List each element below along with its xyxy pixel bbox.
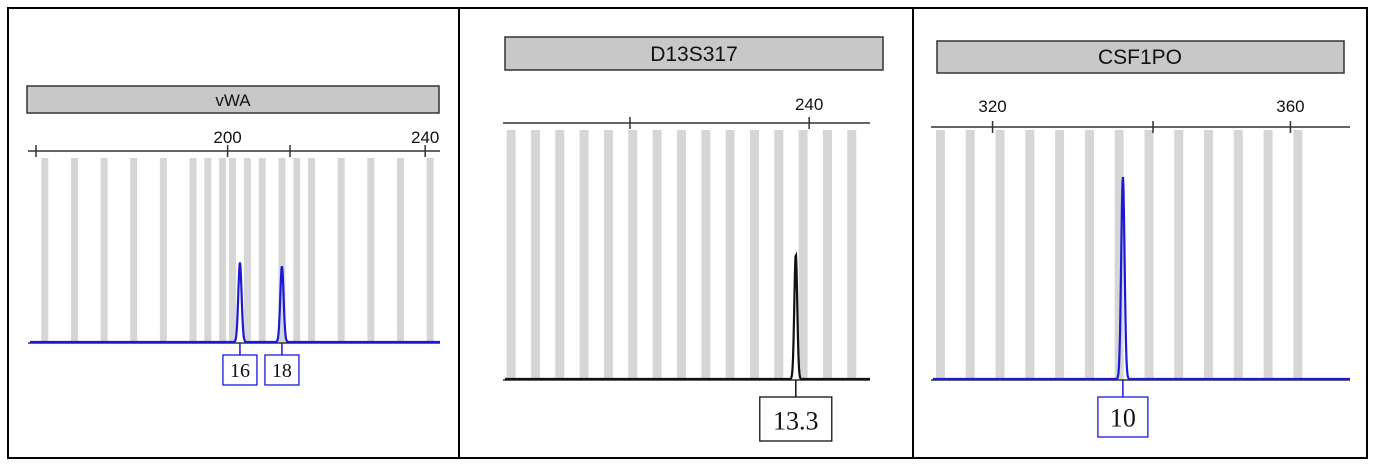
locus-header-box	[26, 85, 440, 114]
allele-bin	[1025, 130, 1035, 380]
locus-header-box	[936, 40, 1345, 74]
x-tick-label: 240	[795, 95, 823, 114]
allele-bin	[1114, 130, 1124, 380]
x-tick-label: 240	[411, 128, 439, 147]
allele-call-box	[264, 354, 300, 386]
allele-bin	[293, 158, 301, 343]
allele-bin	[965, 130, 975, 380]
allele-call-label: 10	[1110, 404, 1136, 433]
allele-bin	[774, 130, 784, 380]
allele-bin	[725, 130, 735, 380]
locus-header-label: vWA	[215, 91, 251, 110]
allele-bin	[337, 158, 345, 343]
allele-bin	[1293, 130, 1303, 380]
locus-header-box	[504, 36, 884, 71]
allele-bins	[41, 158, 434, 343]
allele-bin	[628, 130, 638, 380]
allele-bins	[935, 130, 1303, 380]
signal-trace	[505, 251, 870, 381]
allele-call-label: 16	[230, 360, 250, 382]
allele-bin	[367, 158, 375, 343]
allele-bin	[652, 130, 662, 380]
allele-bin	[396, 158, 404, 343]
signal-trace	[30, 262, 440, 344]
allele-call-label: 18	[272, 360, 292, 382]
allele-bin	[1144, 130, 1154, 380]
allele-call-label: 13.3	[773, 407, 819, 436]
x-tick-label: 360	[1276, 97, 1304, 116]
allele-bin	[1174, 130, 1184, 380]
allele-bin	[847, 130, 857, 380]
allele-bin	[41, 158, 49, 343]
allele-bin	[1204, 130, 1214, 380]
allele-bin	[204, 158, 212, 343]
allele-bin	[426, 158, 434, 343]
allele-call-box	[222, 354, 258, 386]
allele-bin	[278, 158, 286, 343]
allele-bin	[243, 158, 251, 343]
signal-trace	[933, 176, 1350, 381]
allele-bin	[159, 158, 167, 343]
allele-bin	[701, 130, 711, 380]
allele-bin	[555, 130, 565, 380]
allele-bin	[995, 130, 1005, 380]
allele-bin	[1055, 130, 1065, 380]
allele-bin	[70, 158, 78, 343]
locus-header-label: CSF1PO	[1098, 46, 1182, 69]
locus-header-label: D13S317	[650, 43, 738, 66]
allele-bins	[506, 130, 857, 380]
allele-bin	[530, 130, 540, 380]
allele-bin	[798, 130, 808, 380]
allele-bin	[506, 130, 516, 380]
allele-bin	[130, 158, 138, 343]
panel-d13s317: D13S317 240 13.3	[503, 36, 884, 442]
allele-bin	[676, 130, 686, 380]
allele-bin	[579, 130, 589, 380]
allele-bin	[749, 130, 759, 380]
allele-call-box	[759, 396, 833, 442]
allele-bin	[603, 130, 613, 380]
panel-csf1po: CSF1PO 320 360 10	[931, 40, 1350, 438]
allele-bin	[935, 130, 945, 380]
x-tick-label: 200	[213, 128, 241, 147]
allele-bin	[822, 130, 832, 380]
allele-bin	[1233, 130, 1243, 380]
allele-call-box	[1097, 396, 1149, 438]
allele-bin	[219, 158, 227, 343]
x-tick-label: 320	[978, 97, 1006, 116]
figure-border	[7, 7, 1368, 459]
allele-bin	[1263, 130, 1273, 380]
allele-bin	[258, 158, 266, 343]
allele-bin	[229, 158, 237, 343]
allele-bin	[308, 158, 316, 343]
allele-bin	[189, 158, 197, 343]
allele-bin	[1084, 130, 1094, 380]
panel-vwa: vWA 200 240 16 18	[26, 85, 440, 386]
allele-bin	[100, 158, 108, 343]
